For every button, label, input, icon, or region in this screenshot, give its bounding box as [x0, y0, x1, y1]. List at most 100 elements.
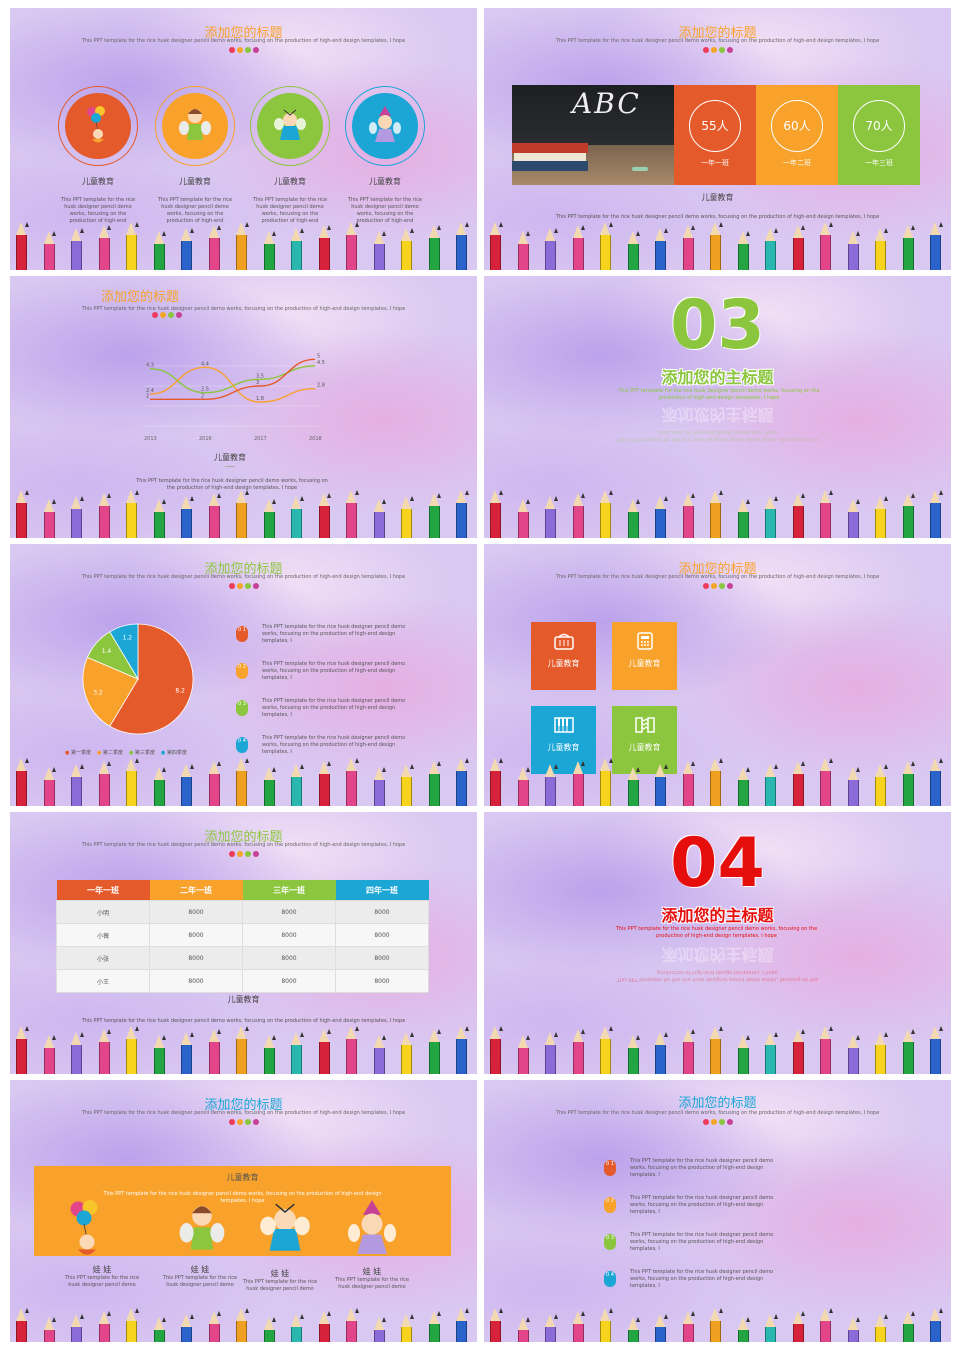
fairy-girl-icon — [179, 109, 211, 140]
table-cell: 8000 — [335, 969, 429, 993]
list-item: 0 3 This PPT template for the rice husk d… — [604, 1232, 784, 1269]
pie-slice-4 — [109, 623, 139, 681]
kid-text: This PPT template for the rice husk desi… — [64, 1275, 140, 1288]
pencil-icon — [682, 1311, 695, 1342]
slide-9[interactable]: 添加您的标题 This PPT template for the rice hu… — [10, 1080, 477, 1342]
stat-card-1: 55人 一年一班 — [674, 85, 756, 185]
pencil-icon — [153, 1035, 166, 1074]
table-row: 小王 8000 8000 8000 — [56, 969, 429, 993]
description: This PPT template for the rice husk desi… — [555, 214, 880, 220]
pencil-icon — [820, 1026, 833, 1074]
data-label: 5 — [317, 353, 320, 359]
slide-title: 添加您的标题 — [204, 26, 283, 41]
pencil-icon — [401, 1314, 414, 1342]
pencil-icon — [875, 764, 888, 806]
data-label: 1.8 — [256, 396, 264, 402]
pencil-icon — [600, 758, 613, 806]
pencil-icon — [181, 1032, 194, 1074]
pencil-icon — [263, 1035, 276, 1074]
pencil-icon — [236, 490, 249, 538]
pencil-icon — [792, 493, 805, 538]
pencil-icon — [930, 1026, 943, 1074]
tile-3[interactable]: 儿童教育 — [531, 706, 596, 774]
tile-label: 儿童教育 — [628, 743, 661, 752]
table-header: 三年一班 — [242, 880, 336, 901]
slide-8[interactable]: 04 添加您的主标题 This PPT template for the ric… — [484, 812, 951, 1074]
circle-card-2 — [155, 86, 235, 166]
pencil-icon — [902, 761, 915, 806]
pencil-icon — [517, 231, 530, 270]
slide-4[interactable]: 03 添加您的主标题 This PPT template for the ric… — [484, 276, 951, 538]
stat-value: 60人 — [783, 119, 811, 133]
pencil-icon — [71, 228, 84, 270]
table-header: 二年一班 — [149, 880, 243, 901]
pencil-icon — [490, 1308, 503, 1342]
slide-subtitle: This PPT template for the rice husk desi… — [81, 38, 406, 44]
slide-title: 添加您的标题 — [678, 26, 757, 41]
slide-7[interactable]: 添加您的标题 This PPT template for the rice hu… — [10, 812, 477, 1074]
pencil-icon — [737, 1035, 750, 1074]
x-tick-label: 2017 — [254, 436, 267, 442]
pencil-icon — [373, 767, 386, 806]
pencil-icon — [373, 1317, 386, 1342]
pencil-icon — [847, 767, 860, 806]
pencil-row — [10, 756, 477, 806]
pencil-icon — [572, 761, 585, 806]
pencil-icon — [765, 764, 778, 806]
tile-2[interactable]: 儿童教育 — [612, 622, 677, 690]
pencil-row — [484, 756, 951, 806]
pencil-icon — [820, 490, 833, 538]
pencil-icon — [930, 222, 943, 270]
pencil-icon — [600, 490, 613, 538]
table-cell: 8000 — [335, 900, 429, 924]
pencil-icon — [456, 1026, 469, 1074]
tile-4[interactable]: 儿童教育 — [612, 706, 677, 774]
pencil-icon — [682, 1029, 695, 1074]
kid-text: This PPT template for the rice husk desi… — [334, 1277, 410, 1290]
pencil-icon — [820, 758, 833, 806]
pencil-icon — [43, 767, 56, 806]
section-reflection: This PPT template for the rice husk desi… — [616, 405, 819, 442]
pencil-icon — [236, 222, 249, 270]
slide-subtitle: This PPT template for the rice husk desi… — [81, 842, 406, 848]
numbered-list: 0 1 This PPT template for the rice husk d… — [604, 1158, 784, 1306]
table-cell: 小明 — [56, 900, 150, 924]
slide-10[interactable]: 添加您的标题 This PPT template for the rice hu… — [484, 1080, 951, 1342]
tile-1[interactable]: 儿童教育 — [531, 622, 596, 690]
band-title: 儿童教育 — [226, 1173, 259, 1182]
list-item: 0 1 This PPT template for the rice husk d… — [604, 1158, 784, 1195]
pencil-icon — [710, 1026, 723, 1074]
section-title: 添加您的主标题 — [661, 906, 774, 925]
pencil-icon — [682, 493, 695, 538]
pencil-icon — [517, 1317, 530, 1342]
slide-2[interactable]: 添加您的标题 This PPT template for the rice hu… — [484, 8, 951, 270]
section-number: 03 — [670, 286, 765, 365]
slide-3[interactable]: 添加您的标题 This PPT template for the rice hu… — [10, 276, 477, 538]
slide-5[interactable]: 添加您的标题 This PPT template for the rice hu… — [10, 544, 477, 806]
item-text: This PPT template for the rice husk desi… — [347, 197, 423, 224]
slide-6[interactable]: 添加您的标题 This PPT template for the rice hu… — [484, 544, 951, 806]
pencil-row — [484, 220, 951, 270]
kid-text: This PPT template for the rice husk desi… — [242, 1279, 318, 1292]
pencil-row — [10, 488, 477, 538]
pencil-icon — [428, 1311, 441, 1342]
pencil-icon — [930, 490, 943, 538]
table-cell: 小薇 — [56, 923, 150, 947]
section-title: 添加您的主标题 — [661, 368, 774, 387]
slide-title: 添加您的标题 — [678, 1096, 757, 1111]
pencil-icon — [655, 496, 668, 538]
pencil-icon — [16, 1026, 29, 1074]
pencil-icon — [902, 225, 915, 270]
pencil-icon — [600, 222, 613, 270]
kid-label: 娃 娃 — [270, 1269, 290, 1278]
pencil-icon — [545, 228, 558, 270]
table-cell: 8000 — [335, 923, 429, 947]
pencil-icon — [710, 490, 723, 538]
pencil-icon — [655, 1314, 668, 1342]
data-label: 2.8 — [317, 383, 325, 389]
slice-label: 1.4 — [102, 648, 112, 655]
pencil-icon — [318, 761, 331, 806]
slide-1[interactable]: 添加您的标题 This PPT template for the rice hu… — [10, 8, 477, 270]
jumping-girl-icon — [260, 1203, 310, 1251]
pencil-icon — [126, 758, 139, 806]
